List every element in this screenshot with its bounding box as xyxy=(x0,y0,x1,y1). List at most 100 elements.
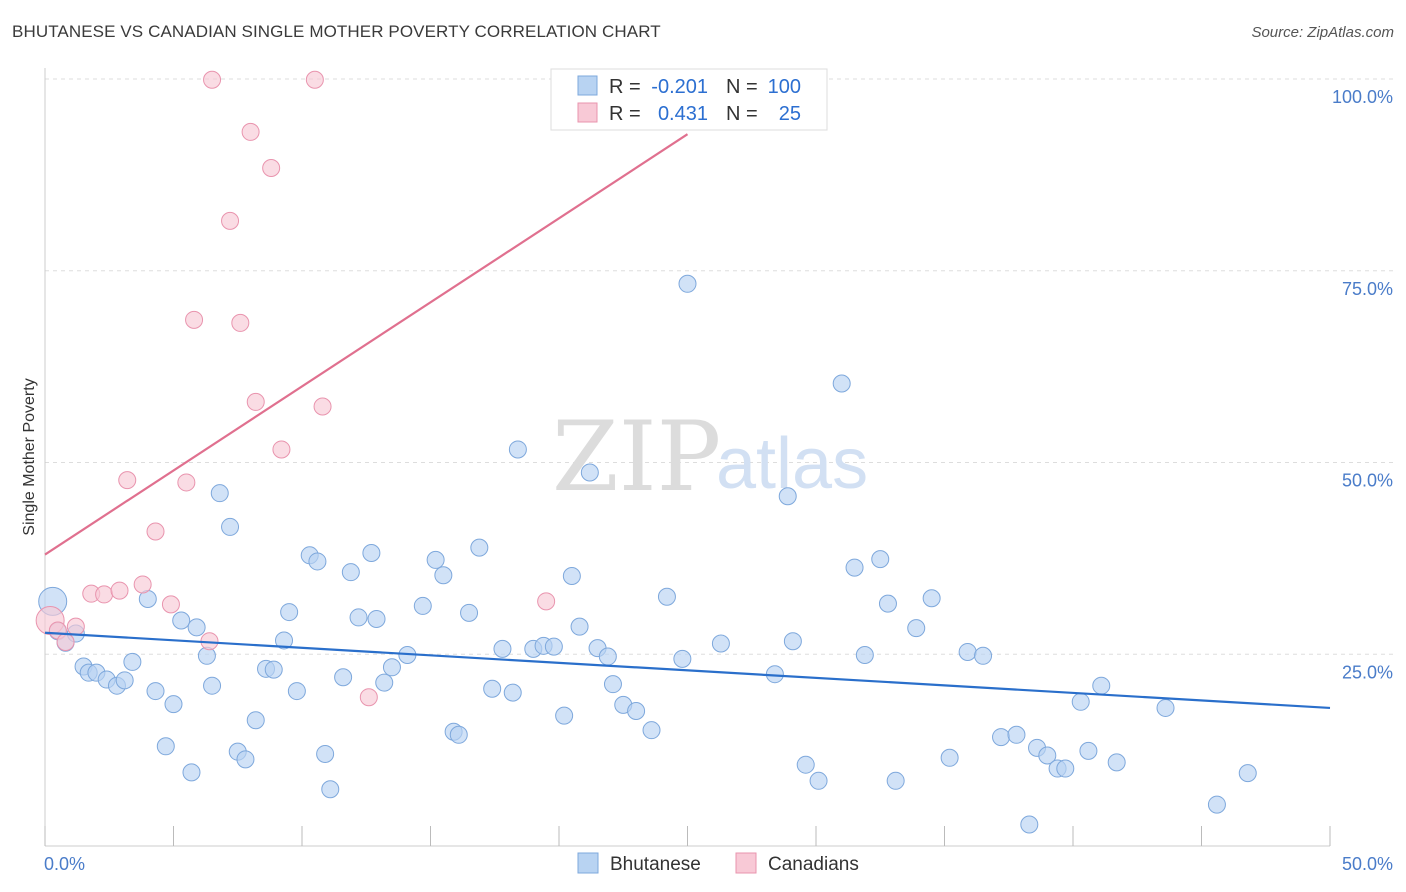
point-bhutanese-42 xyxy=(413,596,432,615)
point-bhutanese-46 xyxy=(449,725,468,744)
point-canadians-2 xyxy=(56,632,75,651)
point-bhutanese-97 xyxy=(1156,698,1175,717)
legend-n-label-bhutanese: N = xyxy=(726,76,758,98)
x-tick-label-max: 50.0% xyxy=(1342,854,1393,874)
point-canadians-15 xyxy=(221,211,240,230)
legend-r-value-canadians: 0.431 xyxy=(658,103,708,125)
point-bhutanese-14 xyxy=(164,695,183,714)
point-bhutanese-43 xyxy=(426,550,445,569)
point-bhutanese-86 xyxy=(992,728,1011,747)
trend-line-bhutanese xyxy=(44,631,1331,710)
y-tick-label-3: 100.0% xyxy=(1332,87,1393,107)
legend-r-label-bhutanese: R = xyxy=(609,76,641,98)
point-bhutanese-71 xyxy=(778,487,797,506)
point-bhutanese-82 xyxy=(922,589,941,608)
scatter-points xyxy=(35,70,1257,834)
legend-r-label-canadians: R = xyxy=(609,103,641,125)
point-bhutanese-61 xyxy=(598,647,617,666)
point-bhutanese-39 xyxy=(375,673,394,692)
point-bhutanese-50 xyxy=(493,639,512,658)
point-bhutanese-80 xyxy=(886,771,905,790)
point-bhutanese-27 xyxy=(275,631,294,650)
bottom-legend-label-bhutanese: Bhutanese xyxy=(610,854,701,875)
legend-n-value-bhutanese: 100 xyxy=(768,76,801,98)
y-tick-label-2: 75.0% xyxy=(1342,279,1393,299)
point-bhutanese-99 xyxy=(1238,764,1257,783)
y-tick-labels: 25.0% 50.0% 75.0% 100.0% xyxy=(1332,87,1393,682)
point-bhutanese-16 xyxy=(182,763,201,782)
point-bhutanese-59 xyxy=(580,463,599,482)
point-bhutanese-40 xyxy=(382,658,401,677)
y-tick-label-1: 50.0% xyxy=(1342,471,1393,491)
point-bhutanese-17 xyxy=(187,618,206,637)
point-canadians-18 xyxy=(246,392,265,411)
point-bhutanese-93 xyxy=(1071,692,1090,711)
point-bhutanese-65 xyxy=(642,721,661,740)
point-canadians-23 xyxy=(359,688,378,707)
y-tick-label-0: 25.0% xyxy=(1342,662,1393,682)
point-bhutanese-20 xyxy=(210,484,229,503)
point-canadians-9 xyxy=(146,522,165,541)
point-bhutanese-32 xyxy=(316,744,335,763)
point-canadians-21 xyxy=(305,70,324,89)
point-bhutanese-51 xyxy=(503,683,522,702)
point-bhutanese-81 xyxy=(907,619,926,638)
point-canadians-20 xyxy=(272,440,291,459)
point-bhutanese-98 xyxy=(1207,795,1226,814)
point-bhutanese-73 xyxy=(796,755,815,774)
point-bhutanese-37 xyxy=(362,544,381,563)
source-credit: Source: ZipAtlas.com xyxy=(1251,24,1394,41)
legend-swatch-canadians xyxy=(577,102,598,123)
point-bhutanese-12 xyxy=(146,682,165,701)
point-bhutanese-77 xyxy=(855,646,874,665)
point-bhutanese-87 xyxy=(1007,725,1026,744)
point-bhutanese-72 xyxy=(783,632,802,651)
point-bhutanese-13 xyxy=(156,737,175,756)
point-canadians-12 xyxy=(185,310,204,329)
point-bhutanese-69 xyxy=(711,634,730,653)
point-canadians-5 xyxy=(95,585,114,604)
point-bhutanese-29 xyxy=(287,682,306,701)
point-bhutanese-64 xyxy=(627,702,646,721)
bottom-legend: Bhutanese Canadians xyxy=(577,852,859,875)
point-bhutanese-95 xyxy=(1092,676,1111,695)
point-bhutanese-36 xyxy=(349,608,368,627)
watermark: ZIP atlas xyxy=(552,401,868,513)
point-bhutanese-23 xyxy=(236,750,255,769)
axes xyxy=(44,68,1331,847)
point-canadians-10 xyxy=(161,595,180,614)
chart-title: BHUTANESE VS CANADIAN SINGLE MOTHER POVE… xyxy=(12,22,661,41)
point-canadians-22 xyxy=(313,397,332,416)
point-canadians-19 xyxy=(262,158,281,177)
point-bhutanese-62 xyxy=(603,675,622,694)
legend-r-value-bhutanese: -0.201 xyxy=(651,76,708,98)
point-bhutanese-96 xyxy=(1107,753,1126,772)
point-canadians-24 xyxy=(537,592,556,611)
bottom-legend-swatch-canadians xyxy=(735,852,757,874)
point-bhutanese-66 xyxy=(657,587,676,606)
point-bhutanese-49 xyxy=(483,679,502,698)
point-canadians-3 xyxy=(66,617,85,636)
point-bhutanese-47 xyxy=(460,603,479,622)
point-bhutanese-94 xyxy=(1079,741,1098,760)
point-canadians-17 xyxy=(241,122,260,141)
point-canadians-8 xyxy=(133,575,152,594)
point-bhutanese-92 xyxy=(1056,759,1075,778)
point-bhutanese-58 xyxy=(570,617,589,636)
point-bhutanese-44 xyxy=(434,566,453,585)
legend-box: R = -0.201 N = 100 R = 0.431 N = 25 xyxy=(550,68,828,131)
point-bhutanese-84 xyxy=(958,642,977,661)
point-bhutanese-55 xyxy=(544,637,563,656)
x-tick-label-min: 0.0% xyxy=(44,854,85,874)
point-bhutanese-85 xyxy=(974,646,993,665)
point-bhutanese-75 xyxy=(832,374,851,393)
point-canadians-14 xyxy=(203,70,222,89)
point-canadians-11 xyxy=(177,473,196,492)
grid-lines xyxy=(45,78,1393,655)
point-bhutanese-90 xyxy=(1038,746,1057,765)
point-bhutanese-56 xyxy=(555,706,574,725)
point-bhutanese-76 xyxy=(845,558,864,577)
point-bhutanese-78 xyxy=(871,550,890,569)
trend-lines xyxy=(44,133,1331,710)
